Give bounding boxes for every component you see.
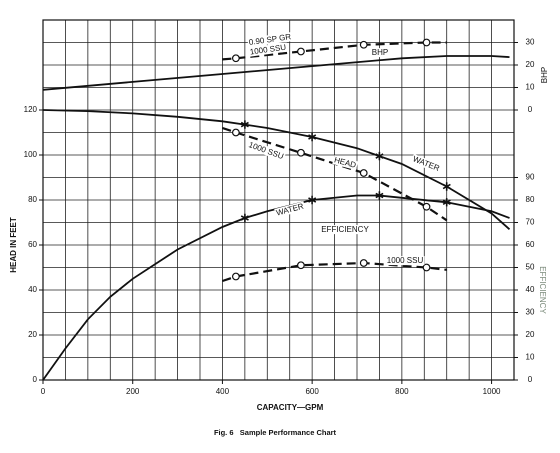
annotation-bg: [385, 256, 425, 266]
y2-tick-label: 90: [526, 173, 535, 182]
star-marker: [308, 132, 317, 142]
x-tick-label: 800: [395, 387, 409, 396]
y2-tick-label: 30: [526, 308, 535, 317]
x-tick-label: 400: [216, 387, 230, 396]
y2-tick-label: 20: [526, 330, 535, 339]
star-marker: [375, 151, 384, 161]
y3-tick-label: 30: [526, 38, 535, 47]
y2-tick-label: 0: [528, 375, 533, 384]
y-tick-label: 100: [24, 150, 38, 159]
star-marker: [240, 120, 249, 129]
y2-tick-label: 60: [526, 240, 535, 249]
y2-tick-label: 40: [526, 285, 535, 294]
y3-tick-label: 20: [526, 60, 535, 69]
annotation-bg: [248, 42, 288, 57]
annotation: BHP: [372, 48, 388, 57]
y2-tick-label: 10: [526, 353, 535, 362]
annotation-bg: [332, 155, 359, 171]
caption: Fig. 6 Sample Performance Chart: [214, 428, 337, 437]
star-marker: [240, 213, 249, 223]
circle-marker: [359, 40, 368, 49]
y2-tick-label: 70: [526, 218, 535, 227]
circle-marker: [359, 169, 368, 177]
circle-marker: [297, 148, 305, 157]
y3-tick-label: 0: [528, 105, 533, 114]
y-tick-label: 40: [28, 285, 37, 294]
y3-axis-label: BHP: [540, 67, 549, 83]
x-tick-label: 200: [126, 387, 140, 396]
curve: [42, 194, 510, 381]
curve: [42, 109, 511, 230]
annotation-bg: [246, 139, 286, 162]
curve: [222, 126, 448, 222]
x-tick-label: 1000: [483, 387, 501, 396]
annotation-bg: [410, 153, 442, 174]
y-tick-label: 60: [28, 240, 37, 249]
x-tick-label: 0: [41, 387, 46, 396]
annotation-bg: [247, 32, 293, 48]
y-axis-label: HEAD IN FEET: [9, 217, 18, 273]
x-tick-label: 600: [305, 387, 319, 396]
star-marker: [442, 182, 451, 191]
x-axis-label: CAPACITY—GPM: [257, 403, 324, 412]
circle-marker: [422, 202, 431, 211]
annotation: 1000 SSU: [387, 256, 424, 265]
circle-marker: [231, 54, 240, 63]
curve: [42, 55, 510, 91]
circle-marker: [231, 128, 240, 137]
y-tick-label: 80: [28, 195, 37, 204]
circle-marker: [359, 259, 368, 267]
y-tick-label: 0: [33, 375, 38, 384]
y2-axis-label: EFFICIENCY: [538, 266, 547, 314]
annotation: EFFICIENCY: [321, 225, 369, 234]
annotation-bg: [370, 48, 390, 58]
y-tick-label: 20: [28, 330, 37, 339]
annotation-bg: [320, 225, 371, 235]
circle-marker: [297, 261, 305, 270]
circle-marker: [297, 47, 305, 56]
y2-tick-label: 50: [526, 263, 535, 272]
circle-marker: [422, 263, 431, 272]
annotation: 1000 SSU: [247, 140, 285, 161]
circle-marker: [422, 38, 431, 47]
annotation-bg: [274, 201, 306, 218]
star-marker: [442, 198, 451, 207]
y-tick-label: 120: [24, 105, 38, 114]
y2-tick-label: 80: [526, 195, 535, 204]
circle-marker: [231, 272, 240, 281]
star-marker: [375, 191, 384, 200]
star-marker: [308, 195, 317, 205]
y3-tick-label: 10: [526, 83, 535, 92]
